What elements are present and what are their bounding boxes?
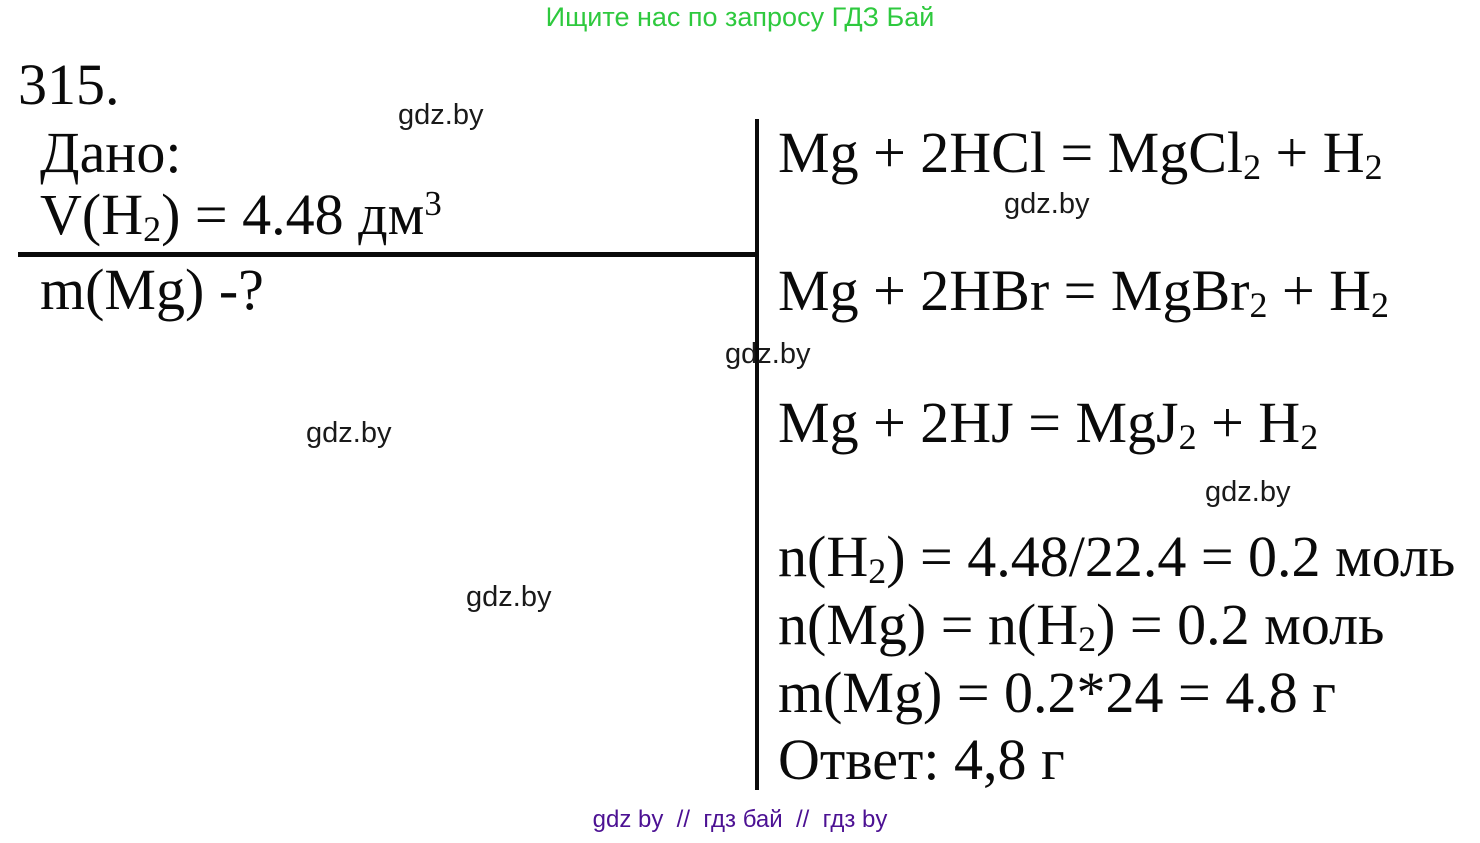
subscript: 2 <box>1078 619 1097 660</box>
find-label: m(Mg) -? <box>40 257 264 322</box>
calculation-text: ) = 0.2 моль <box>1096 592 1385 657</box>
promo-banner: Ищите нас по запросу ГДЗ Бай <box>545 2 935 32</box>
watermark-gdz-eq3: gdz.by <box>1205 476 1291 508</box>
given-divider-line <box>18 252 758 257</box>
equation-hcl: Mg + 2HCl = MgCl2 + H2 <box>778 124 1383 186</box>
given-volume-line: V(H2) = 4.48 дм3 <box>40 183 442 248</box>
subscript: 2 <box>143 209 162 250</box>
footer-watermark: gdz by // гдз бай // гдз by <box>592 806 888 833</box>
subscript: 2 <box>1243 147 1262 188</box>
calculation-text: n(H <box>778 524 869 589</box>
calculation-text: ) = 4.48/22.4 = 0.2 моль <box>886 524 1456 589</box>
mass-mg-line: m(Mg) = 0.2*24 = 4.8 г <box>778 660 1337 725</box>
given-volume-value: ) = 4.48 дм <box>161 182 425 247</box>
equation-text: + H <box>1267 258 1372 323</box>
subscript: 2 <box>1300 417 1319 458</box>
equation-text: Mg + 2HJ = MgJ <box>778 390 1179 455</box>
answer-line: Ответ: 4,8 г <box>778 727 1065 792</box>
watermark-gdz-left2: gdz.by <box>466 581 552 613</box>
equation-hj: Mg + 2HJ = MgJ2 + H2 <box>778 394 1318 456</box>
subscript: 2 <box>1371 285 1390 326</box>
watermark-gdz-top: gdz.by <box>398 99 484 131</box>
superscript: 3 <box>424 183 442 223</box>
subscript: 2 <box>1364 147 1383 188</box>
calculation-text: n(Mg) = n(H <box>778 592 1079 657</box>
subscript: 2 <box>868 551 887 592</box>
equation-text: Mg + 2HCl = MgCl <box>778 120 1244 185</box>
subscript: 2 <box>1178 417 1197 458</box>
given-label: Дано: <box>40 120 182 185</box>
moles-mg-line: n(Mg) = n(H2) = 0.2 моль <box>778 596 1384 658</box>
watermark-gdz-left1: gdz.by <box>306 417 392 449</box>
moles-h2-line: n(H2) = 4.48/22.4 = 0.2 моль <box>778 528 1455 590</box>
problem-number: 315. <box>18 52 120 117</box>
equation-text: + H <box>1196 390 1301 455</box>
equation-text: + H <box>1261 120 1365 185</box>
solution-divider-line <box>755 119 759 790</box>
watermark-gdz-eq1: gdz.by <box>1004 188 1090 220</box>
subscript: 2 <box>1249 285 1268 326</box>
equation-text: Mg + 2HBr = MgBr <box>778 258 1250 323</box>
equation-hbr: Mg + 2HBr = MgBr2 + H2 <box>778 262 1389 324</box>
given-volume-text: V(H <box>40 182 144 247</box>
watermark-gdz-mid: gdz.by <box>725 338 811 370</box>
